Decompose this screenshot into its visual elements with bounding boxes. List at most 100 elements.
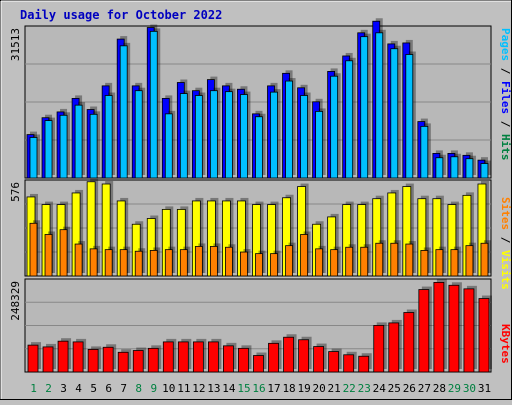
x-tick-label: 4 [75,382,82,395]
x-tick-label: 29 [448,382,461,395]
y-max-label-top: 31513 [9,28,22,61]
kbytes-bar [87,349,99,373]
x-tick-label: 18 [282,382,295,395]
kbytes-bar [433,282,445,373]
kbytes-bar [27,344,39,373]
files-bar [270,91,278,179]
x-tick-label: 1 [30,382,37,395]
x-axis-labels: 1 2 3 4 5 6 7 8 9 10 11 12 13 14 15 16 17 18 19 20 21 22 23 24 2… [30,382,491,395]
files-bar [435,157,444,179]
sites-bar [59,229,68,277]
kbytes-bar [117,351,129,373]
files-bar [29,137,38,179]
sites-bar [420,250,429,277]
files-bar [149,30,158,179]
x-tick-label: 25 [388,382,401,395]
x-tick-label: 16 [252,382,265,395]
sites-bar [74,243,83,277]
kbytes-bar [328,351,340,373]
x-tick-label: 31 [478,382,491,395]
legend-entry: Files [499,81,512,114]
legend-entry: Pages [499,28,512,61]
x-tick-label: 24 [373,382,387,395]
sites-bar [300,234,308,277]
kbytes-bar [132,350,144,373]
kbytes-bar [403,312,415,373]
x-tick-label: 13 [207,382,220,395]
sites-bar [134,250,143,277]
files-bar [315,111,324,179]
legend-middle: Sites / Visits [499,197,512,290]
x-tick-label: 30 [463,382,476,395]
sites-bar [194,246,203,277]
kbytes-bar [42,346,54,373]
files-bar [240,94,248,179]
kbytes-bar [253,355,264,373]
sites-bar [285,245,293,277]
bars-layer [26,18,492,373]
files-bar [255,116,263,179]
x-tick-label: 22 [343,382,356,395]
x-tick-label: 8 [135,382,142,395]
legend-bottom: KBytes [499,324,512,364]
x-tick-label: 19 [297,382,310,395]
sites-bar [360,246,369,277]
x-tick-label: 3 [60,382,67,395]
sites-bar [345,246,354,277]
files-bar [405,54,414,179]
x-tick-label: 15 [237,382,250,395]
x-tick-label: 27 [418,382,431,395]
y-max-label-middle: 576 [9,182,22,202]
files-bar [194,95,203,179]
kbytes-bar [177,341,189,373]
files-bar [360,36,369,179]
kbytes-bar [283,336,294,373]
kbytes-bar [238,347,249,373]
x-tick-label: 12 [192,382,205,395]
sites-bar [44,234,53,277]
legend-top: Pages / Files / Hits [499,28,512,161]
kbytes-bar [388,322,400,373]
kbytes-bar [298,339,309,373]
legend-entry: Hits [499,134,512,161]
kbytes-bar [418,289,430,373]
x-tick-label: 6 [105,382,112,395]
x-tick-label: 14 [222,382,236,395]
sites-bar [390,242,399,277]
kbytes-bar [358,355,370,373]
sites-bar [240,251,248,277]
files-bar [89,113,98,179]
files-bar [74,104,83,179]
files-bar [465,158,474,179]
kbytes-bar [207,341,219,373]
x-tick-label: 9 [150,382,157,395]
sites-bar [29,222,38,277]
files-bar [59,114,68,179]
x-tick-label: 26 [403,382,416,395]
kbytes-bar [463,288,475,373]
x-tick-label: 23 [358,382,371,395]
sites-bar [315,248,324,277]
x-tick-label: 21 [328,382,341,395]
legend-entry: / [499,61,512,81]
files-bar [345,60,354,179]
sites-bar [255,253,263,277]
y-max-label-bottom: 248329 [9,281,22,321]
files-bar [330,75,339,179]
files-bar [209,90,218,179]
sites-bar [225,246,233,277]
files-bar [420,125,429,179]
kbytes-bar [313,346,325,373]
sites-bar [209,246,218,277]
files-bar [44,120,53,179]
x-tick-label: 28 [433,382,446,395]
x-tick-label: 7 [120,382,127,395]
sites-bar [405,243,414,277]
sites-bar [104,249,113,277]
kbytes-bar [192,341,204,373]
files-bar [375,32,384,179]
sites-bar [119,249,128,277]
files-bar [450,156,459,179]
sites-bar [435,249,444,277]
